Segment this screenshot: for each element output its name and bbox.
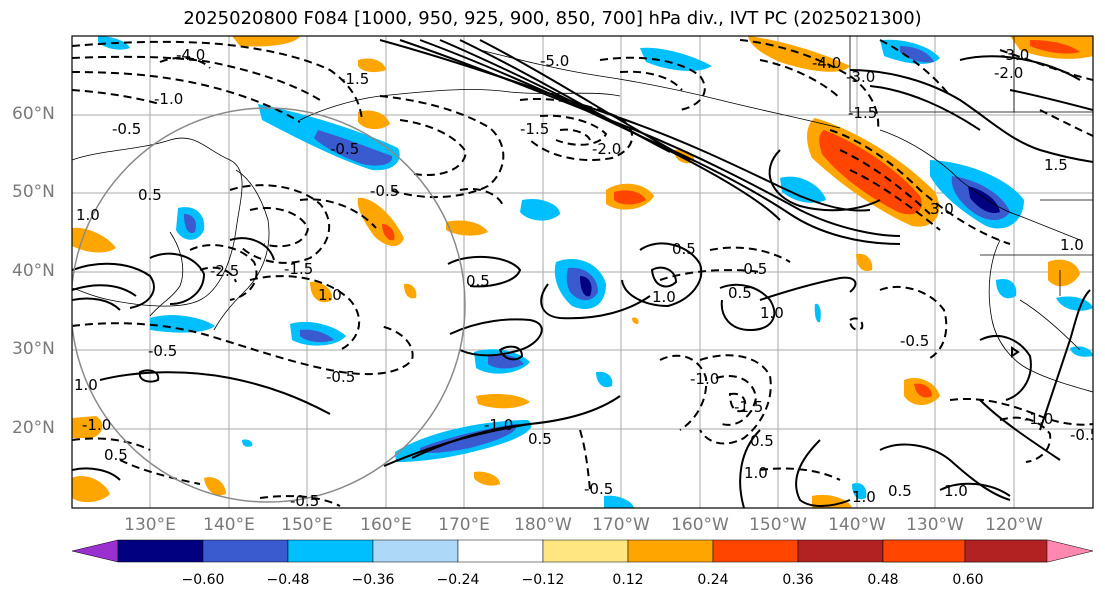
contour-label: -0.5 (112, 120, 141, 138)
colorbar-tick: −0.36 (351, 572, 395, 588)
colorbar-tick: 0.24 (697, 572, 729, 588)
lon-label: 150°E (281, 515, 333, 535)
lon-label: 140°W (828, 515, 886, 535)
contour-label: -0.5 (326, 368, 355, 386)
contour-label: -0.5 (290, 492, 319, 510)
contour-label: -1.5 (520, 120, 549, 138)
projection-circle (72, 107, 466, 503)
contour-label: 1.0 (852, 488, 876, 506)
colorbar-segment (202, 539, 289, 563)
positive-contours (72, 39, 1093, 508)
contour-label: -4.0 (176, 46, 205, 64)
lon-label: 180°W (514, 515, 572, 535)
contour-label: -1.5 (848, 104, 877, 122)
contour-label: -2.0 (994, 64, 1023, 82)
lon-label: 120°W (985, 515, 1043, 535)
lat-label: 30°N (12, 339, 55, 359)
contour-label: -4.0 (812, 54, 841, 72)
negative-contours (72, 39, 1093, 507)
lon-label: 130°E (124, 515, 176, 535)
lat-label: 40°N (12, 261, 55, 281)
contour-label: 1.0 (76, 206, 100, 224)
lon-label: 130°W (906, 515, 964, 535)
lat-label: 20°N (12, 418, 55, 438)
map-title: 2025020800 F084 [1000, 950, 925, 900, 85… (183, 8, 922, 29)
contour-label: -5.0 (540, 52, 569, 70)
contour-label: -1.0 (82, 416, 111, 434)
colorbar-tick: 0.60 (952, 572, 984, 588)
colorbar-tick: 0.12 (612, 572, 644, 588)
map-frame (71, 35, 1094, 509)
colorbar-segment (964, 539, 1048, 563)
contour-label: -1.0 (484, 416, 513, 434)
colorbar-tick: −0.12 (521, 572, 565, 588)
contour-label: -1.5 (340, 70, 369, 88)
contour-label: 0.5 (466, 272, 490, 290)
contour-label: 0.5 (528, 430, 552, 448)
contour-label: -1.0 (690, 370, 719, 388)
contour-label: 0.5 (138, 186, 162, 204)
contour-label: -0.5 (738, 260, 767, 278)
colorbar-tick: −0.48 (266, 572, 310, 588)
contour-label: -3.0 (1000, 46, 1029, 64)
colorbar-segment (627, 539, 714, 563)
contour-label-group: -4.0 -5.0 -4.0 -3.0 -3.0 -2.0 -1.5 -1.0 … (74, 46, 1099, 510)
colorbar-segment (882, 539, 966, 563)
colorbar-segment (372, 539, 459, 563)
contour-label: -0.5 (370, 182, 399, 200)
lon-label: 170°W (592, 515, 650, 535)
contour-label: 1.0 (944, 482, 968, 500)
lon-label: 170°E (438, 515, 490, 535)
contour-label: -0.5 (584, 480, 613, 498)
colorbar-segment (542, 539, 629, 563)
contour-label: 0.5 (888, 482, 912, 500)
contour-label: -0.5 (900, 332, 929, 350)
lat-label: 50°N (12, 182, 55, 202)
lon-label: 140°E (203, 515, 255, 535)
contour-label: -3.0 (846, 68, 875, 86)
contour-label: 1.0 (1060, 236, 1084, 254)
contour-label: 0.5 (750, 432, 774, 450)
contour-label: -2.5 (210, 262, 239, 280)
contour-label: -0.5 (1070, 426, 1099, 444)
colorbar-segment (117, 539, 204, 563)
contour-label: -2.0 (592, 140, 621, 158)
colorbar-tick: −0.24 (436, 572, 480, 588)
lon-label: 160°E (360, 515, 412, 535)
contour-label: -1.5 (734, 398, 763, 416)
colorbar-segment (712, 539, 799, 563)
contour-label: 0.5 (728, 284, 752, 302)
contour-label: 1.0 (74, 376, 98, 394)
colorbar-extend-left (71, 539, 119, 563)
lon-label: 160°W (671, 515, 729, 535)
lat-label: 60°N (12, 104, 55, 124)
contour-label: 0.5 (104, 446, 128, 464)
contour-label: 1.0 (652, 288, 676, 306)
contour-label: 1.0 (760, 304, 784, 322)
colorbar-tick: 0.48 (867, 572, 899, 588)
colorbar-segment (797, 539, 884, 563)
contour-label: -0.5 (330, 140, 359, 158)
colorbar-segment (287, 539, 374, 563)
lon-label: 150°W (749, 515, 807, 535)
colorbar-segment (457, 539, 544, 563)
contour-label: 0.5 (672, 240, 696, 258)
contour-label: -1.0 (1024, 410, 1053, 428)
contour-label: -1.5 (284, 260, 313, 278)
colorbar-tick: 0.36 (782, 572, 814, 588)
contour-label: 1.5 (1044, 156, 1068, 174)
contour-label: -0.5 (148, 342, 177, 360)
contour-label: 1.0 (744, 464, 768, 482)
contour-label: 3.0 (930, 200, 954, 218)
colorbar-tick: −0.60 (181, 572, 225, 588)
coastlines (72, 36, 1093, 393)
contour-label: 1.0 (318, 286, 342, 304)
contour-label: -1.0 (154, 90, 183, 108)
